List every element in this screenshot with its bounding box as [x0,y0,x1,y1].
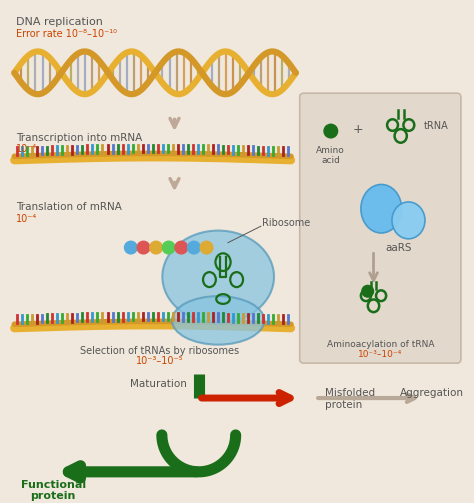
Circle shape [362,285,374,297]
Ellipse shape [361,185,401,233]
Text: Error rate 10⁻⁸–10⁻¹⁰: Error rate 10⁻⁸–10⁻¹⁰ [16,29,117,39]
Text: Translation of mRNA: Translation of mRNA [16,202,122,212]
Ellipse shape [392,202,425,239]
Text: Misfolded
protein: Misfolded protein [325,388,375,410]
Text: Aggregation: Aggregation [400,388,464,398]
Text: Amino
acid: Amino acid [317,146,345,165]
Text: Ribosome: Ribosome [262,218,310,228]
Text: DNA replication: DNA replication [16,18,103,28]
Text: 10⁻³–10⁻⁴: 10⁻³–10⁻⁴ [358,351,402,360]
Text: 10⁻³–10⁻⁵: 10⁻³–10⁻⁵ [136,356,184,366]
Ellipse shape [172,296,264,345]
Text: Transcription into mRNA: Transcription into mRNA [16,133,143,143]
Text: aaRS: aaRS [385,243,412,253]
FancyBboxPatch shape [300,93,461,363]
Circle shape [137,241,150,254]
Text: Functional
protein: Functional protein [20,479,86,501]
Text: 10⁻⁴: 10⁻⁴ [16,144,37,154]
Text: 10⁻⁴: 10⁻⁴ [16,214,37,224]
Ellipse shape [163,230,274,323]
Circle shape [200,241,213,254]
Text: tRNA: tRNA [424,121,449,131]
Text: Aminoacylation of tRNA: Aminoacylation of tRNA [327,340,434,349]
Text: Maturation: Maturation [130,379,187,389]
Circle shape [175,241,188,254]
Circle shape [150,241,163,254]
Circle shape [324,124,337,138]
Circle shape [125,241,137,254]
Text: Selection of tRNAs by ribosomes: Selection of tRNAs by ribosomes [81,346,239,356]
Circle shape [163,241,175,254]
Text: +: + [353,123,363,136]
Circle shape [188,241,200,254]
